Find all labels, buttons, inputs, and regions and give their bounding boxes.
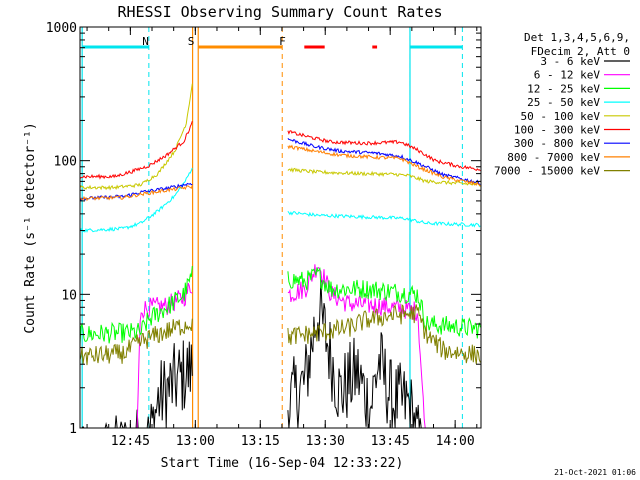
legend-entry-label: 7000 - 15000 keV xyxy=(494,165,600,178)
series-50_100keV-post xyxy=(287,167,481,187)
series-25_50keV-post xyxy=(287,210,481,228)
series-25_50keV-pre xyxy=(79,167,193,233)
x-tick-label: 13:00 xyxy=(176,434,215,449)
x-axis-label: Start Time (16-Sep-04 12:33:22) xyxy=(161,456,404,471)
flag-label-s: S xyxy=(188,35,195,48)
legend-entry-label: 3 - 6 keV xyxy=(540,55,600,68)
series-300_800keV-post xyxy=(287,137,481,185)
y-tick-label: 1 xyxy=(69,422,77,437)
legend-entry-label: 800 - 7000 keV xyxy=(507,151,600,164)
series-100_300keV-pre xyxy=(79,121,193,180)
x-tick-label: 13:45 xyxy=(371,434,410,449)
series-7000_15000keV-pre xyxy=(79,318,193,366)
series-7000_15000keV-post xyxy=(287,304,481,365)
series-800_7000keV-pre xyxy=(79,185,193,202)
series-300_800keV-pre xyxy=(79,182,193,202)
y-tick-label: 10 xyxy=(61,288,77,303)
legend-entry-label: 12 - 25 keV xyxy=(527,82,600,95)
series-50_100keV-pre xyxy=(79,83,193,191)
series-12_25keV-pre xyxy=(79,265,193,345)
x-tick-label: 13:30 xyxy=(306,434,345,449)
y-tick-label: 100 xyxy=(54,155,77,170)
plot-frame xyxy=(79,26,482,429)
legend-entry-label: 300 - 800 keV xyxy=(514,137,600,150)
axes: 1 10 100 1000 12:45 13:00 13:15 13:30 13:45 14:00 xyxy=(46,21,481,449)
x-tick-label: 13:15 xyxy=(241,434,280,449)
y-tick-label: 1000 xyxy=(46,21,77,36)
legend-entry-label: 100 - 300 keV xyxy=(514,124,600,137)
legend: Det 1,3,4,5,6,9,FDecim 2, Att 03 - 6 keV… xyxy=(494,31,630,178)
series-100_300keV-post xyxy=(287,130,481,172)
x-tick-label: 14:00 xyxy=(436,434,475,449)
footer-timestamp: 21-Oct-2021 01:06 xyxy=(554,468,636,477)
series-12_25keV-post xyxy=(287,267,481,339)
flag-label-f: F xyxy=(279,35,286,48)
series-3_6keV-post xyxy=(287,279,422,429)
legend-header-line: Det 1,3,4,5,6,9, xyxy=(524,31,630,44)
legend-entry-label: 6 - 12 keV xyxy=(534,69,601,82)
legend-entry-label: 50 - 100 keV xyxy=(521,110,601,123)
legend-entry-label: 25 - 50 keV xyxy=(527,96,600,109)
x-tick-label: 12:45 xyxy=(111,434,150,449)
y-axis-label: Count Rate (s⁻¹ detector⁻¹) xyxy=(23,122,38,333)
chart-title: RHESSI Observing Summary Count Rates xyxy=(117,3,442,21)
series-800_7000keV-post xyxy=(287,144,481,187)
legend-header-line: FDecim 2, Att 0 xyxy=(531,45,630,58)
flag-label-n: N xyxy=(142,35,149,48)
